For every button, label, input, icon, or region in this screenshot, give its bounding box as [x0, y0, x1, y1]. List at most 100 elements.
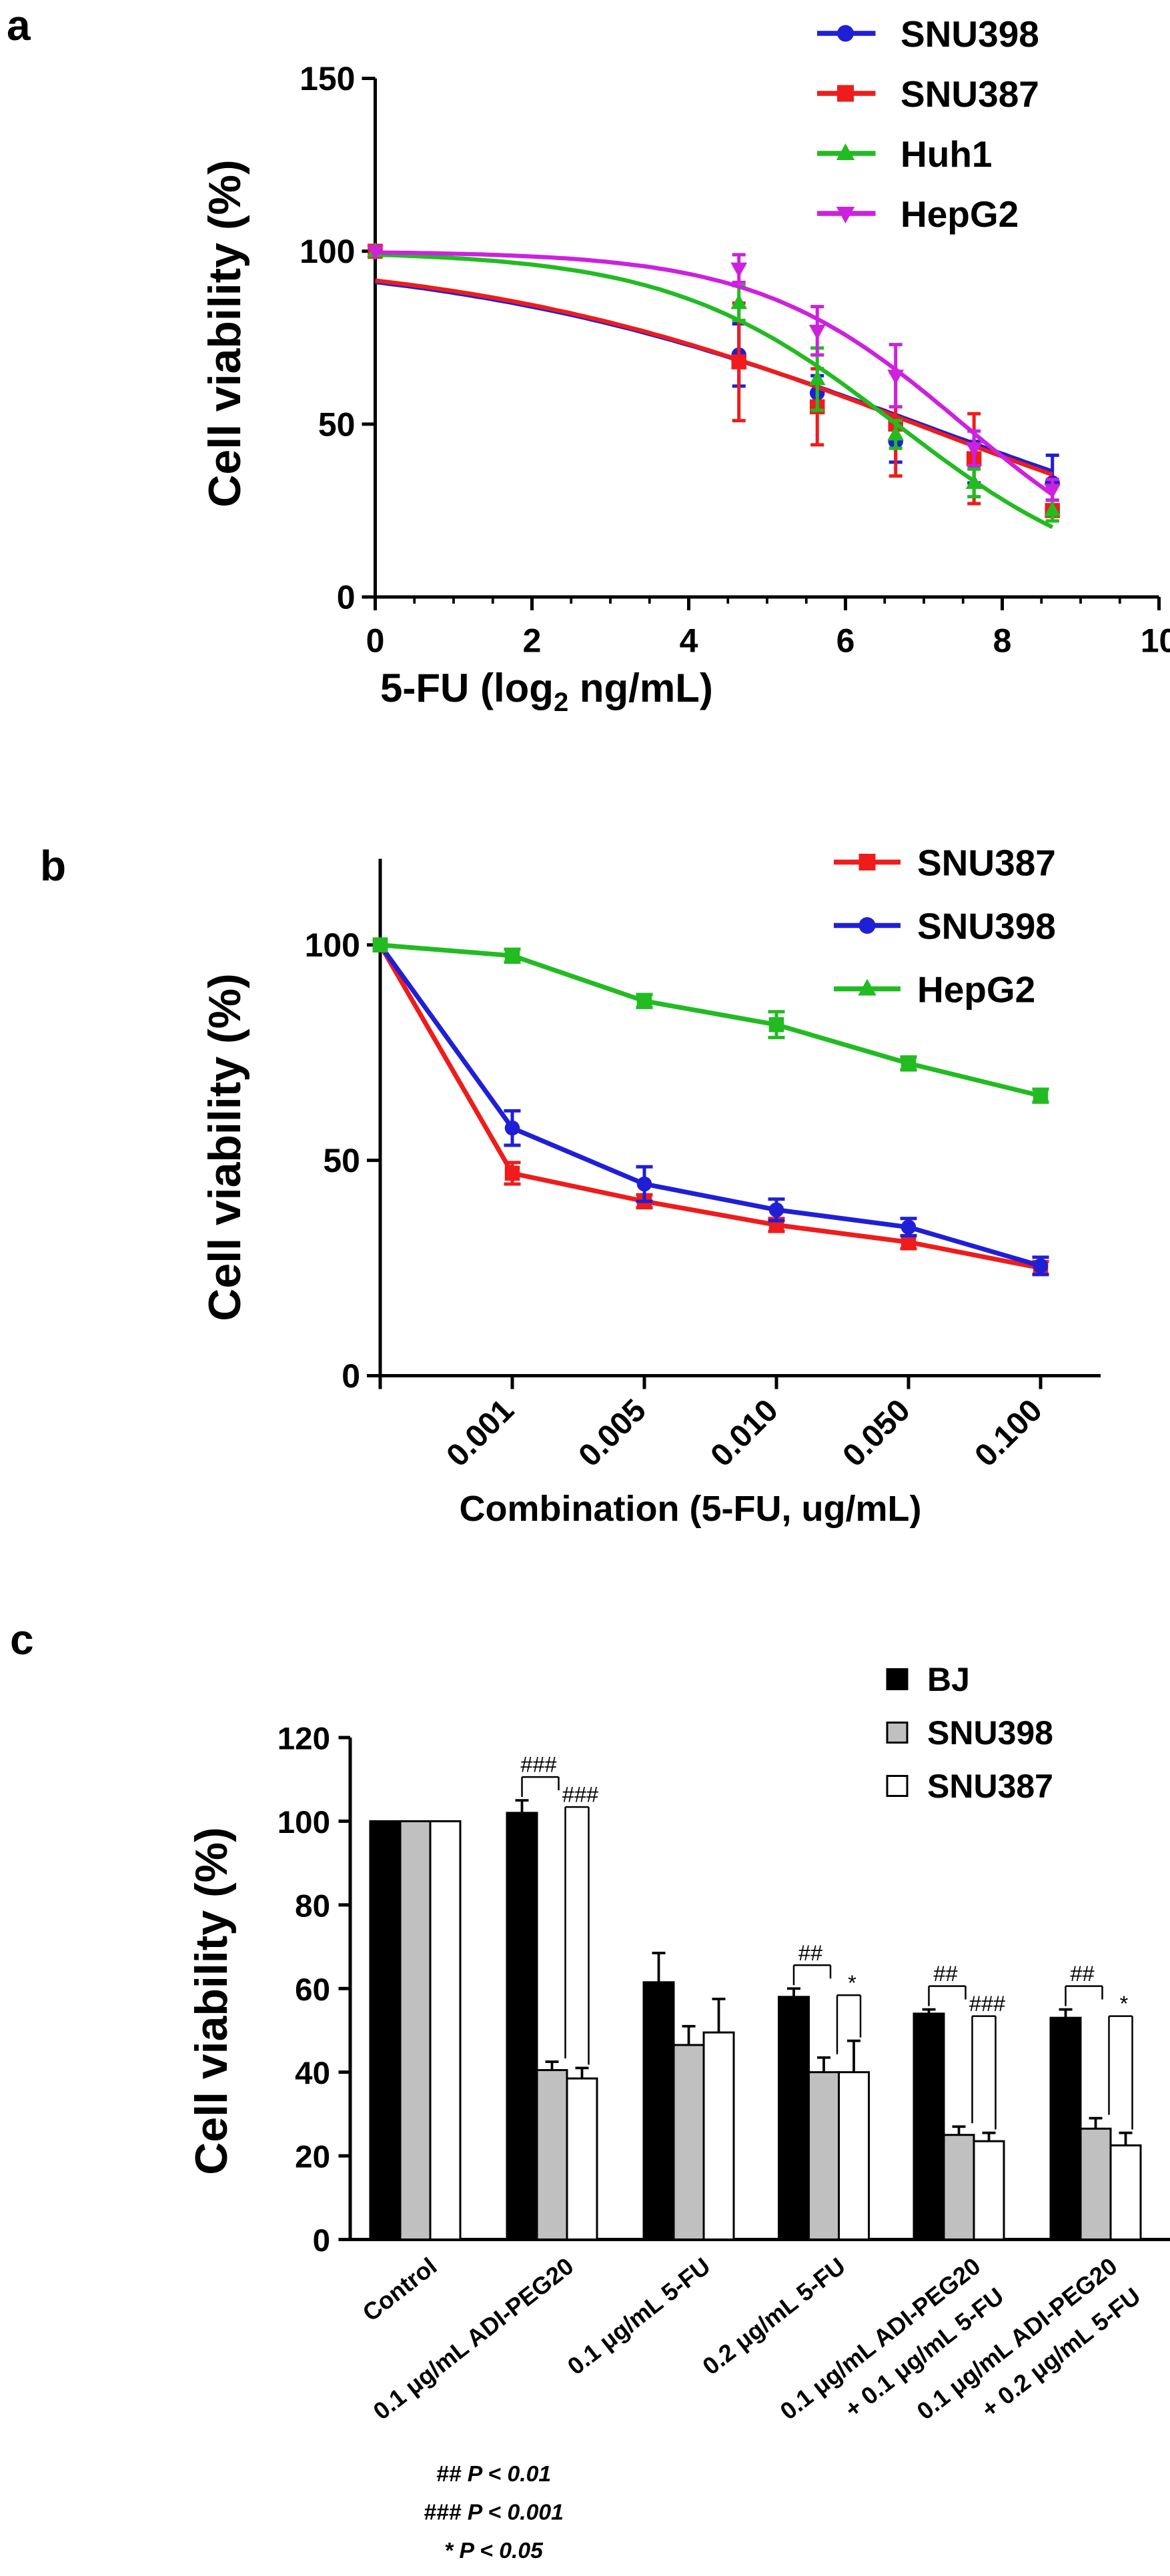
legend-b-label-SNU398: SNU398 [917, 906, 1056, 947]
panel-b-xtick-label: 0.100 [968, 1393, 1049, 1474]
panel-c-sig-label-high: ## [798, 1941, 822, 1965]
panel-b-ytick-label: 0 [342, 1357, 360, 1395]
panel-c-sig-label-high: ## [1070, 1962, 1094, 1986]
panel-a-xtick-label: 2 [523, 622, 542, 660]
panel-b-letter: b [40, 842, 66, 890]
panel-c-bar-SNU398 [1079, 2127, 1112, 2241]
panel-c-sig-label-high: ### [520, 1753, 556, 1777]
panel-a: a 0 50 100 150 0 2 4 6 8 10 Cell viability (%) 5-… [7, 1, 1170, 717]
panel-a-ytick-label: 100 [300, 233, 355, 270]
panel-a-axes: 0 50 100 150 0 2 4 6 8 10 [300, 60, 1170, 660]
panel-a-ytick-label: 50 [318, 406, 356, 443]
panel-c-bar-SNU398 [672, 2044, 705, 2241]
panel-b-point-HepG2 [636, 993, 652, 1009]
panel-c-bar-BJ [642, 1981, 675, 2241]
panel-a-xtick-label: 0 [366, 622, 385, 660]
panel-c-ytick-label: 120 [277, 1722, 330, 1757]
legend-b-marker-SNU387 [858, 854, 876, 870]
panel-a-fit-SNU387 [375, 278, 1053, 477]
legend-a-label-SNU387: SNU387 [901, 73, 1039, 115]
panel-c-footnote: ## P < 0.01 [436, 2461, 551, 2487]
panel-a-point-HepG2 [1044, 484, 1061, 499]
panel-a-marks [367, 242, 1061, 530]
panel-b-point-SNU387 [901, 1235, 917, 1250]
panel-b-point-HepG2 [1033, 1088, 1049, 1103]
legend-b-label-HepG2: HepG2 [917, 969, 1035, 1011]
legend-c-swatch-SNU398 [886, 1722, 909, 1744]
panel-c-ytick-label: 60 [295, 1972, 330, 2008]
panel-b-point-SNU387 [504, 1165, 520, 1181]
panel-c-category-label: Control [358, 2252, 442, 2327]
panel-c-sig-label-low: ### [969, 1992, 1005, 2016]
panel-a-point-Huh1 [1044, 501, 1061, 517]
panel-b-point-SNU398 [901, 1219, 917, 1235]
legend-a-marker-SNU398 [837, 25, 854, 42]
panel-a-xlabel-main: 5-FU (log [380, 666, 554, 710]
panel-b: b 0 50 100 0.001 0.005 0.010 0.050 0.100 Cell v… [40, 842, 1101, 1529]
panel-c-bar-BJ [778, 1996, 810, 2241]
panel-c-bar-BJ [506, 1812, 538, 2241]
legend-c-swatch-SNU387 [886, 1775, 909, 1797]
panel-b-xtick-label: 0.050 [836, 1393, 917, 1474]
panel-c-sig-label-low: * [848, 1971, 856, 1995]
panel-b-line-SNU387 [378, 943, 1041, 1271]
panel-c-legend: BJ SNU398 SNU387 [886, 1661, 1053, 1805]
panel-c-marks: ########* #######* [369, 1753, 1142, 2241]
legend-a-marker-HepG2 [836, 207, 855, 223]
panel-a-legend: SNU398 SNU387 Huh1 HepG2 [817, 13, 1039, 235]
legend-a-marker-SNU387 [837, 85, 854, 102]
panel-c-bar-SNU387 [973, 2140, 1005, 2241]
panel-b-point-SNU398 [636, 1176, 652, 1192]
panel-c-bar-BJ [369, 1820, 402, 2240]
panel-a-fit-HepG2 [375, 250, 1054, 497]
legend-b-marker-HepG2 [858, 979, 876, 996]
panel-a-letter: a [7, 1, 31, 49]
panel-b-marks [372, 937, 1049, 1277]
panel-c-bar-SNU387 [566, 2077, 598, 2241]
panel-a-xlabel-sub: 2 [554, 688, 568, 717]
panel-c-bar-SNU387 [838, 2071, 870, 2240]
panel-a-point-SNU387 [731, 354, 746, 370]
legend-b-marker-SNU398 [858, 917, 876, 934]
legend-a-label-SNU398: SNU398 [901, 13, 1039, 55]
panel-a-point-Huh1 [887, 425, 905, 441]
panel-c-bar-BJ [913, 2012, 945, 2241]
panel-c-footnotes: ## P < 0.01 ### P < 0.001 * P < 0.05 [424, 2461, 564, 2563]
panel-a-point-HepG2 [887, 370, 905, 385]
panel-a-point-HepG2 [808, 324, 826, 340]
panel-c-bar-SNU398 [536, 2069, 568, 2240]
panel-c-category-label: 0.1 μg/mL 5-FU [562, 2252, 715, 2380]
panel-c-ytick-label: 0 [313, 2223, 330, 2259]
panel-a-point-Huh1 [965, 474, 983, 489]
panel-c-bar-SNU398 [808, 2071, 840, 2240]
panel-b-point-HepG2 [372, 937, 388, 952]
panel-a-xtick-label: 4 [680, 622, 698, 660]
panel-a-xlabel-end: ng/mL) [568, 666, 713, 710]
panel-a-xtick-label: 8 [993, 622, 1012, 660]
panel-c-letter: c [10, 1616, 34, 1664]
panel-c-ylabel: Cell viability (%) [186, 1827, 237, 2174]
panel-b-ytick-label: 50 [323, 1142, 360, 1179]
legend-a-label-Huh1: Huh1 [901, 133, 993, 175]
legend-a-marker-Huh1 [836, 143, 855, 160]
panel-b-legend: SNU387 SNU398 HepG2 [834, 842, 1056, 1011]
panel-b-point-HepG2 [504, 948, 520, 964]
panel-c-bar-SNU398 [399, 1820, 432, 2240]
panel-b-line-SNU398 [378, 943, 1041, 1269]
panel-b-xtick-label: 0.010 [704, 1393, 785, 1474]
panel-c-bar-BJ [1049, 2016, 1082, 2241]
panel-c-footnote: ### P < 0.001 [424, 2500, 564, 2525]
panel-c-sig-label-low: ### [562, 1783, 598, 1807]
panel-a-point-HepG2 [730, 262, 748, 278]
panel-c-ytick-label: 100 [277, 1805, 330, 1840]
panel-c-sig-label-high: ## [933, 1962, 957, 1986]
panel-b-point-SNU398 [1033, 1258, 1049, 1274]
panel-a-xtick-label: 10 [1141, 622, 1170, 660]
panel-c-bar-SNU387 [1109, 2144, 1142, 2240]
panel-b-point-HepG2 [901, 1056, 917, 1071]
legend-c-swatch-BJ [886, 1668, 909, 1690]
panel-b-xtick-label: 0.005 [572, 1393, 653, 1474]
panel-b-axes: 0 50 100 0.001 0.005 0.010 0.050 0.100 [305, 858, 1101, 1474]
panel-b-point-SNU398 [768, 1202, 784, 1218]
panel-a-xlabel: 5-FU (log2 ng/mL) [380, 666, 713, 717]
